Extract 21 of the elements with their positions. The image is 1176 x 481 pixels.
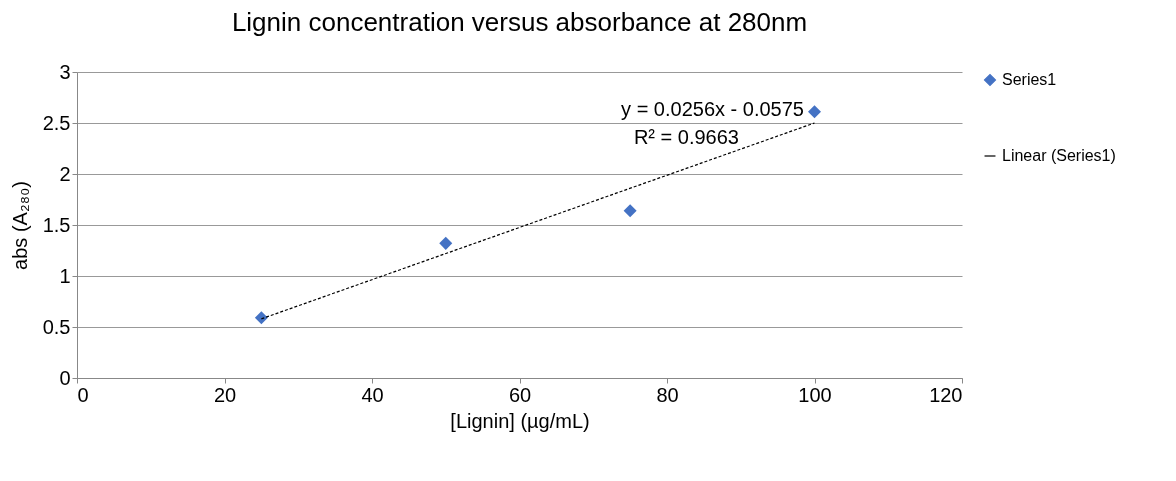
x-tick-label: 100 bbox=[798, 383, 832, 406]
legend-label: Series1 bbox=[1002, 71, 1057, 88]
y-tick-label: 0 bbox=[59, 366, 71, 389]
x-axis-title: [Lignin] (µg/mL) bbox=[450, 409, 590, 432]
annotation: y = 0.0256x - 0.0575 bbox=[621, 98, 804, 120]
x-tick-label: 120 bbox=[929, 383, 963, 406]
x-tick-label: 60 bbox=[508, 383, 532, 406]
x-tick-label: 40 bbox=[361, 383, 384, 406]
x-tick-label: 80 bbox=[656, 383, 679, 406]
chart-title: Lignin concentration versus absorbance at 280nm bbox=[231, 7, 808, 37]
y-axis-title: abs (A₂₈₀) bbox=[8, 181, 31, 270]
x-tick-label: 20 bbox=[213, 383, 237, 406]
legend-label: Linear (Series1) bbox=[1002, 147, 1116, 164]
y-tick-label: 1 bbox=[59, 264, 71, 287]
y-tick-label: 3 bbox=[59, 60, 71, 83]
y-tick-label: 2.5 bbox=[42, 111, 71, 134]
x-tick-label: 0 bbox=[77, 383, 89, 406]
annotation: R² = 0.9663 bbox=[633, 126, 739, 148]
y-tick-label: 1.5 bbox=[42, 213, 71, 236]
y-tick-label: 0.5 bbox=[42, 315, 71, 338]
y-tick-label: 2 bbox=[59, 162, 71, 185]
